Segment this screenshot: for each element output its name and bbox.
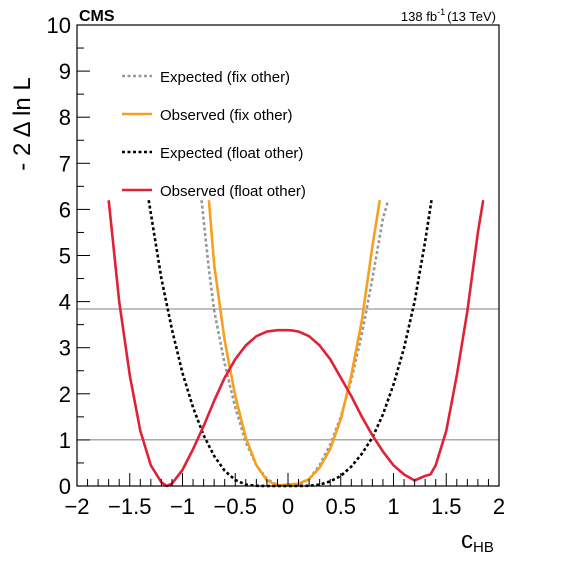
lumi-exponent: -1 — [437, 7, 445, 17]
x-axis-title: cHB — [461, 527, 494, 556]
y-tick-label: 0 — [59, 474, 71, 499]
series-line-3 — [107, 199, 485, 488]
x-tick-label: −0.5 — [214, 494, 257, 519]
y-tick-label: 10 — [47, 13, 71, 38]
plot-frame — [76, 24, 500, 487]
x-axis-title-main: c — [461, 527, 473, 554]
series-line-1 — [207, 199, 382, 487]
x-tick-label: −2 — [64, 494, 89, 519]
y-tick-label: 7 — [59, 151, 71, 176]
legend-label: Observed (float other) — [160, 183, 306, 200]
y-tick-label: 9 — [59, 59, 71, 84]
y-tick-label: 2 — [59, 382, 71, 407]
y-tick-label: 3 — [59, 336, 71, 361]
y-tick-label: 5 — [59, 244, 71, 269]
energy-label: (13 TeV) — [447, 9, 496, 24]
luminosity-label: 138 fb-1 (13 TeV) — [401, 7, 496, 24]
x-tick-label: 2 — [493, 494, 505, 519]
series-line-0 — [200, 199, 390, 488]
lumi-value: 138 fb — [401, 9, 437, 24]
x-tick-label: −1.5 — [108, 494, 151, 519]
y-tick-label: 4 — [59, 290, 71, 315]
x-tick-label: 1 — [387, 494, 399, 519]
y-axis-title: - 2 Δ ln L — [9, 77, 36, 170]
x-tick-label: 0 — [282, 494, 294, 519]
y-tick-label: 1 — [59, 428, 71, 453]
legend-label: Expected (fix other) — [160, 69, 290, 86]
x-axis-title-subscript: HB — [473, 539, 494, 556]
y-tick-label: 6 — [59, 197, 71, 222]
axis-ticks: −2 −1.5 −1 −0.5 0 0.5 1 1.5 2 0 1 2 3 4 5 6 7 8 9 10 — [47, 13, 506, 519]
series-line-2 — [147, 199, 433, 488]
legend: Expected (fix other) Observed (fix other)… — [122, 69, 306, 200]
legend-label: Expected (float other) — [160, 145, 303, 162]
y-tick-label: 8 — [59, 105, 71, 130]
reference-lines — [77, 308, 499, 441]
x-tick-label: 0.5 — [325, 494, 356, 519]
experiment-label: CMS — [79, 8, 115, 25]
series-layer — [107, 199, 485, 488]
x-tick-label: 1.5 — [431, 494, 462, 519]
x-tick-label: −1 — [170, 494, 195, 519]
legend-label: Observed (fix other) — [160, 107, 293, 124]
